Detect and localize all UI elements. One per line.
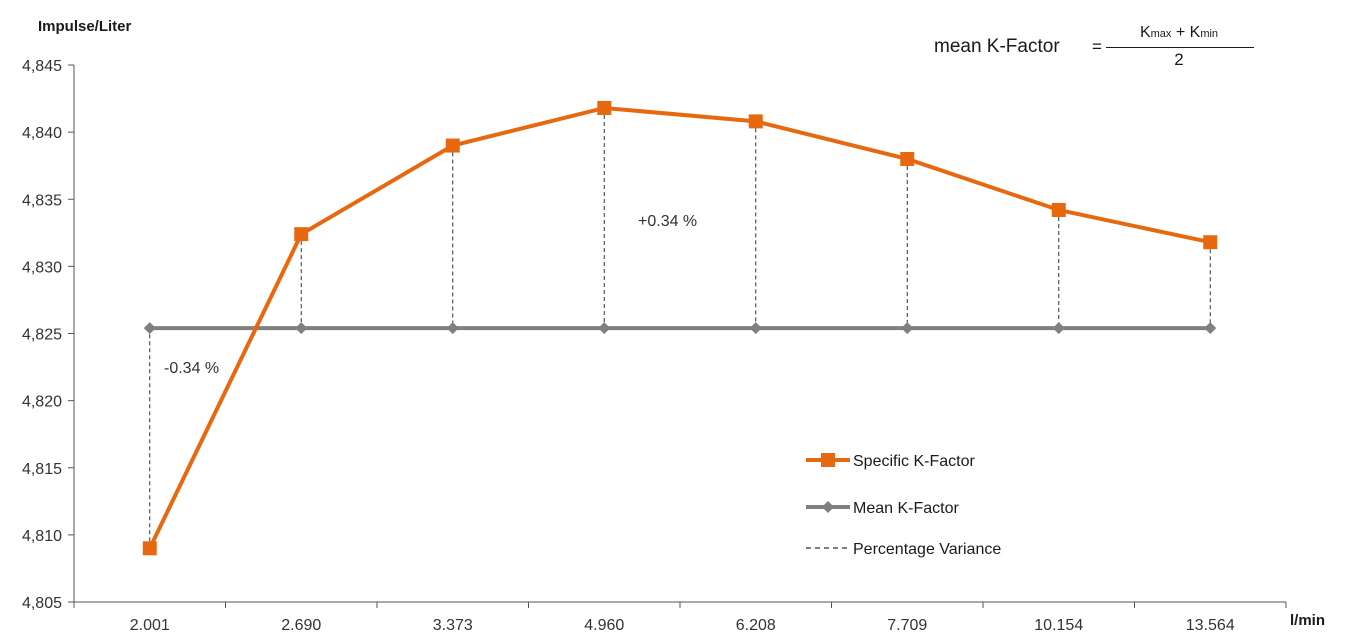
formula-sub-min: min — [1200, 28, 1219, 40]
legend-label-variance: Percentage Variance — [853, 541, 1001, 558]
x-tick-label: 4.960 — [584, 617, 624, 634]
y-tick-label: 4,810 — [22, 528, 62, 545]
mean-point — [901, 322, 914, 335]
formula-k-min: K — [1189, 24, 1201, 41]
specific-point — [294, 227, 309, 242]
mean-point — [598, 322, 611, 335]
legend-label-specific: Specific K-Factor — [853, 453, 975, 470]
mean-point — [446, 322, 459, 335]
formula-fraction-bar — [1106, 47, 1254, 48]
formula-sub-max: max — [1150, 28, 1172, 40]
legend-marker-specific — [821, 453, 835, 467]
x-tick-label: 7.709 — [887, 617, 927, 634]
mean-point — [1052, 322, 1065, 335]
mean-point — [295, 322, 308, 335]
y-axis: 4,805 4,810 4,815 4,820 4,825 4,830 4,835 4,840… — [22, 58, 75, 612]
formula-denominator: 2 — [1174, 50, 1184, 69]
specific-point — [748, 114, 763, 129]
legend: Specific K-Factor Mean K-Factor Percenta… — [806, 453, 1001, 558]
x-tick-label: 10.154 — [1034, 617, 1083, 634]
y-tick-label: 4,840 — [22, 125, 62, 142]
variance-lines — [149, 107, 1211, 549]
formula-lhs: mean K-Factor — [934, 36, 1060, 57]
y-axis-title: Impulse/Liter — [38, 18, 132, 35]
formula-numerator: Kmax + Kmin — [1104, 24, 1254, 42]
specific-point — [1203, 235, 1218, 250]
annotation-minus: -0.34 % — [164, 360, 219, 377]
y-tick-label: 4,825 — [22, 327, 62, 344]
y-tick-label: 4,820 — [22, 394, 62, 411]
specific-point — [1051, 202, 1066, 217]
specific-point — [445, 138, 460, 153]
legend-label-mean: Mean K-Factor — [853, 500, 959, 517]
x-tick-label: 2.690 — [281, 617, 321, 634]
y-tick-label: 4,830 — [22, 259, 62, 276]
formula-equals: = — [1092, 37, 1102, 56]
formula-k-max: K — [1139, 24, 1151, 41]
x-tick-label: 13.564 — [1186, 617, 1235, 634]
specific-point — [597, 100, 612, 115]
specific-point — [142, 541, 157, 556]
mean-k-factor-formula: mean K-Factor = Kmax + Kmin 2 — [934, 22, 1264, 74]
mean-k-factor-series — [143, 322, 1217, 335]
y-tick-label: 4,835 — [22, 192, 62, 209]
x-tick-label: 2.001 — [130, 617, 170, 634]
specific-point — [900, 151, 915, 166]
mean-point — [749, 322, 762, 335]
x-axis-title: l/min — [1290, 612, 1325, 629]
specific-k-factor-line — [147, 105, 1211, 550]
x-tick-label: 3.373 — [433, 617, 473, 634]
mean-point — [1204, 322, 1217, 335]
y-tick-label: 4,805 — [22, 595, 62, 612]
y-tick-label: 4,845 — [22, 58, 62, 75]
formula-plus: + — [1171, 24, 1190, 41]
x-tick-label: 6.208 — [736, 617, 776, 634]
annotation-plus: +0.34 % — [638, 213, 697, 230]
x-axis: 2.001 2.690 3.373 4.960 6.208 7.709 10.154 13.5… — [73, 601, 1287, 634]
mean-point — [143, 322, 156, 335]
specific-k-factor-series — [142, 100, 1218, 556]
y-tick-label: 4,815 — [22, 461, 62, 478]
legend-marker-mean — [822, 501, 834, 513]
